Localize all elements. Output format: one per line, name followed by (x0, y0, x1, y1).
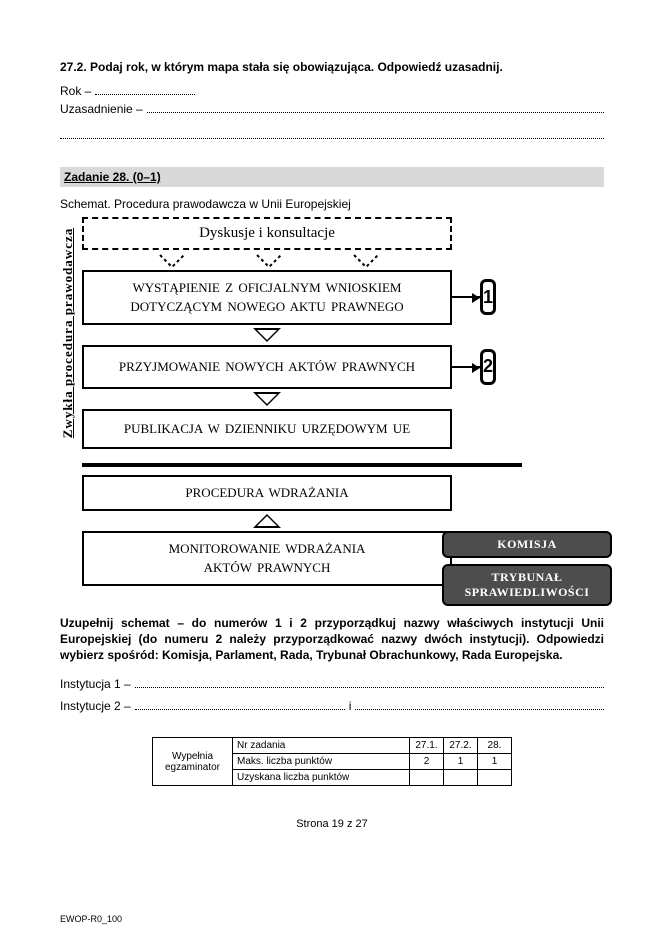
arrow-dashed-3 (352, 253, 376, 267)
uzas-blank-2[interactable] (60, 128, 604, 139)
ans1-blank[interactable] (135, 678, 604, 689)
badge-1: 1 (480, 279, 496, 315)
uzas-label: Uzasadnienie – (60, 102, 143, 116)
ans2-blank-b[interactable] (355, 700, 604, 711)
score-r2: Maks. liczba punktów (233, 754, 410, 770)
answer-2-line: Instytucje 2 – i (60, 699, 604, 713)
row-box2: PRZYJMOWANIE NOWYCH AKTÓW PRAWNYCH 2 (82, 345, 452, 389)
box-publication: PUBLIKACJA W DZIENNIKU URZĘDOWYM UE (82, 409, 452, 449)
score-c3: 28. (478, 738, 512, 754)
score-rowhead: Wypełnia egzaminator (153, 738, 233, 786)
flowchart-upper: Zwykła procedura prawodawcza Dyskusje i … (60, 217, 604, 449)
ans2-sep: i (349, 699, 352, 713)
box-implementation: PROCEDURA WDRAŻANIA (82, 475, 452, 511)
score-table: Wypełnia egzaminator Nr zadania 27.1. 27… (152, 737, 512, 786)
box5-line2: AKTÓW PRAWNYCH (90, 558, 444, 578)
score-u2[interactable] (444, 770, 478, 786)
side-boxes: KOMISJA TRYBUNAŁ SPRAWIEDLIWOŚCI (442, 531, 612, 606)
score-u3[interactable] (478, 770, 512, 786)
divider-thick (82, 463, 522, 467)
page-footer: Strona 19 z 27 (60, 818, 604, 830)
score-u1[interactable] (410, 770, 444, 786)
doc-code: EWOP-R0_100 (60, 914, 122, 924)
arrow-dashed-1 (158, 253, 182, 267)
q272-prompt: 27.2. Podaj rok, w którym mapa stała się… (60, 60, 604, 74)
score-m2: 1 (444, 754, 478, 770)
rok-label: Rok – (60, 84, 91, 98)
ans2-label: Instytucje 2 – (60, 699, 131, 713)
arrow-down-1 (82, 325, 452, 345)
task28-instruction: Uzupełnij schemat – do numerów 1 i 2 prz… (60, 615, 604, 664)
box-monitoring: MONITOROWANIE WDRAŻANIA AKTÓW PRAWNYCH (82, 531, 452, 586)
task28-header: Zadanie 28. (0–1) (60, 167, 604, 187)
row-box1: WYSTĄPIENIE Z OFICJALNYM WNIOSKIEM DOTYC… (82, 270, 452, 325)
arrow-down-2 (82, 389, 452, 409)
arrow-dashed-2 (255, 253, 279, 267)
score-r3: Uzyskana liczba punktów (233, 770, 410, 786)
score-m3: 1 (478, 754, 512, 770)
score-table-wrap: Wypełnia egzaminator Nr zadania 27.1. 27… (152, 737, 512, 786)
box-proposal: WYSTĄPIENIE Z OFICJALNYM WNIOSKIEM DOTYC… (82, 270, 452, 325)
box5-line1: MONITOROWANIE WDRAŻANIA (90, 539, 444, 559)
answer-1-line: Instytucja 1 – (60, 677, 604, 691)
uzas-line: Uzasadnienie – (60, 102, 604, 116)
box1-line1: WYSTĄPIENIE Z OFICJALNYM WNIOSKIEM (90, 278, 444, 298)
score-r1: Nr zadania (233, 738, 410, 754)
connector-1 (452, 296, 480, 298)
score-m1: 2 (410, 754, 444, 770)
uzas-blank-1[interactable] (147, 102, 604, 113)
rok-blank[interactable] (95, 84, 195, 95)
score-c2: 27.2. (444, 738, 478, 754)
connector-2 (452, 366, 480, 368)
vertical-label: Zwykła procedura prawodawcza (60, 217, 76, 449)
box-adoption: PRZYJMOWANIE NOWYCH AKTÓW PRAWNYCH (82, 345, 452, 389)
schem-title: Schemat. Procedura prawodawcza w Unii Eu… (60, 197, 604, 211)
box-discussions: Dyskusje i konsultacje (82, 217, 452, 250)
rok-line: Rok – (60, 84, 604, 98)
flowchart-lower: PROCEDURA WDRAŻANIA MONITOROWANIE WDRAŻA… (82, 475, 582, 586)
arrow-up (82, 511, 452, 531)
vertical-label-text: Zwykła procedura prawodawcza (60, 228, 76, 438)
dark-box-komisja: KOMISJA (442, 531, 612, 558)
ans2-blank-a[interactable] (135, 700, 345, 711)
dark-box-trybunal: TRYBUNAŁ SPRAWIEDLIWOŚCI (442, 564, 612, 606)
ans1-label: Instytucja 1 – (60, 677, 131, 691)
arrows-dashed (82, 250, 452, 270)
score-c1: 27.1. (410, 738, 444, 754)
badge-2: 2 (480, 349, 496, 385)
box1-line2: DOTYCZĄCYM NOWEGO AKTU PRAWNEGO (90, 297, 444, 317)
